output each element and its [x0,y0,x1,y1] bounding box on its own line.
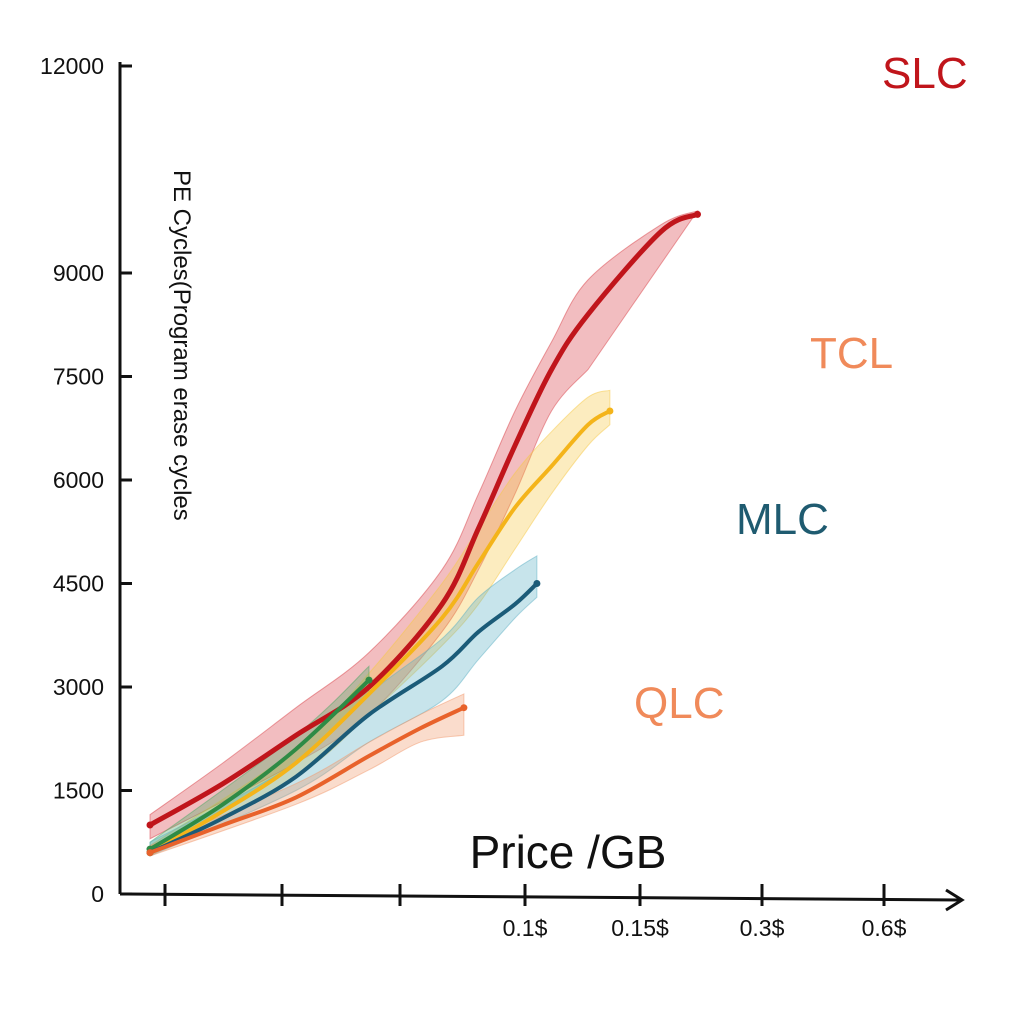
y-tick-label: 4500 [53,571,104,597]
y-tick-label: 6000 [53,467,104,493]
series-point [606,407,614,415]
y-tick-label: 12000 [40,53,104,79]
series-line-green [148,678,371,852]
x-tick-label: 0.6$ [862,915,907,941]
series-point [460,704,468,712]
axes [118,62,965,912]
series-label-slc: SLC [882,49,968,98]
x-axis-arrow-icon [945,888,965,912]
x-tick-label: 0.1$ [503,915,548,941]
y-tick-label: 7500 [53,364,104,390]
series-label-qlc: QLC [634,679,724,728]
x-tick-label: 0.3$ [740,915,785,941]
series-band-slc [149,209,699,840]
series-point [146,849,154,857]
y-tick-label: 3000 [53,674,104,700]
y-tick-label: 9000 [53,260,104,286]
series-line-tcl [148,409,612,855]
series-band-tcl [149,389,611,857]
y-axis-title: PE Cycles(Program erase cycles [168,170,195,521]
series-line-slc [147,211,700,828]
x-axis-line [119,892,961,902]
series-point [365,676,373,684]
series-line-qlc [148,705,466,855]
series-bands [149,209,699,857]
series-point [694,210,701,218]
y-tick-label: 1500 [53,778,104,804]
series-label-tcl: TCL [810,329,893,378]
y-tick-label: 0 [91,881,104,907]
series-point [533,580,541,587]
x-ticks: 0.1$ 0.15$ 0.3$ 0.6$ [163,884,907,941]
x-tick-label: 0.15$ [611,915,669,941]
x-axis-title: Price /GB [470,826,667,878]
y-ticks: 0 1500 3000 4500 6000 7500 9000 12000 [40,53,132,907]
series-lines [146,210,701,857]
series-line-mlc [148,581,539,855]
series-point [146,821,154,829]
series-label-mlc: MLC [736,495,829,544]
